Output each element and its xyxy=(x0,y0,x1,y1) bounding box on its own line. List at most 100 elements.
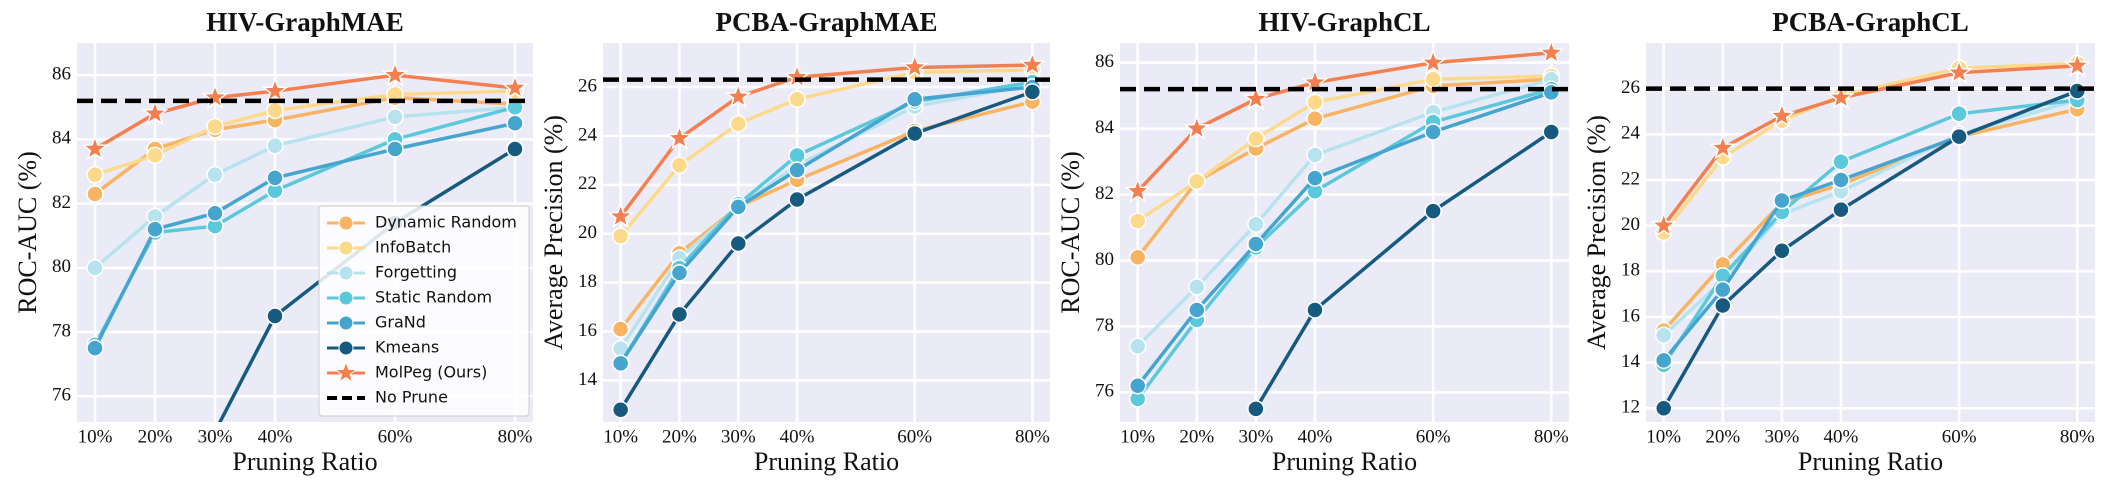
marker xyxy=(1306,301,1324,319)
y-tick-label: 24 xyxy=(1621,123,1641,144)
legend-marker xyxy=(334,360,358,384)
marker xyxy=(665,124,693,150)
y-tick-label: 20 xyxy=(578,222,597,243)
marker xyxy=(607,202,635,229)
marker xyxy=(146,146,164,165)
x-tick-label: 30% xyxy=(1238,426,1273,447)
marker xyxy=(1188,301,1206,319)
marker xyxy=(2063,51,2091,78)
y-tick-label: 12 xyxy=(1621,397,1640,418)
y-tick-label: 76 xyxy=(1095,381,1114,402)
marker xyxy=(1832,171,1850,189)
y-tick-label: 22 xyxy=(578,173,597,194)
plot-background xyxy=(1120,43,1569,422)
series-line xyxy=(619,68,1033,238)
legend-marker xyxy=(338,340,354,356)
marker xyxy=(729,198,748,216)
marker xyxy=(1768,101,1796,128)
x-tick-label: 20% xyxy=(138,426,173,447)
marker xyxy=(1247,235,1265,253)
y-tick-label: 14 xyxy=(578,369,598,390)
marker xyxy=(206,117,224,136)
legend-marker xyxy=(338,315,354,331)
marker xyxy=(501,73,529,100)
series-line xyxy=(1254,130,1553,410)
marker xyxy=(1542,83,1561,102)
marker xyxy=(386,140,404,158)
marker xyxy=(261,77,289,103)
legend-label: Static Random xyxy=(375,288,492,307)
marker xyxy=(1650,211,1678,238)
x-axis-label: Pruning Ratio xyxy=(754,447,899,476)
marker xyxy=(1654,326,1673,344)
x-tick-label: 10% xyxy=(78,426,113,447)
series-line xyxy=(1136,90,1552,387)
panel: HIV-GraphCL 76 78 80 82 84 86 10% 20% 30% 40% 60% 80… xyxy=(1056,7,1569,476)
y-tick-label: 84 xyxy=(1095,117,1115,138)
series-line xyxy=(1662,89,2078,410)
x-tick-label: 80% xyxy=(1015,426,1050,447)
x-tick-label: 40% xyxy=(780,426,815,447)
x-axis-label: Pruning Ratio xyxy=(1798,447,1943,476)
marker xyxy=(611,320,630,338)
series-line xyxy=(1662,107,2078,332)
series-line xyxy=(1136,51,1552,193)
series-line xyxy=(1136,77,1552,348)
x-tick-label: 40% xyxy=(1824,426,1859,447)
marker xyxy=(905,90,924,108)
marker xyxy=(611,401,630,419)
series-line xyxy=(619,85,1033,365)
chart-title: PCBA-GraphMAE xyxy=(716,7,938,37)
series-line xyxy=(1136,77,1552,259)
marker xyxy=(206,204,224,222)
y-tick-label: 82 xyxy=(52,192,71,213)
marker xyxy=(141,99,169,126)
marker xyxy=(81,134,109,161)
y-tick-label: 16 xyxy=(1621,305,1640,326)
marker xyxy=(1542,123,1561,141)
y-tick-label: 86 xyxy=(1095,51,1114,72)
marker xyxy=(1714,280,1732,299)
marker xyxy=(1306,169,1324,187)
marker xyxy=(1832,152,1850,171)
y-axis-label: ROC-AUC (%) xyxy=(1056,151,1085,314)
y-tick-label: 82 xyxy=(1095,183,1114,204)
x-tick-label: 10% xyxy=(1646,426,1681,447)
marker xyxy=(1773,191,1791,210)
marker xyxy=(1950,105,1968,123)
y-tick-label: 26 xyxy=(578,75,597,96)
series-line xyxy=(1662,98,2078,366)
x-axis-label: Pruning Ratio xyxy=(1272,447,1417,476)
marker xyxy=(1424,123,1442,141)
y-axis-label: Average Precision (%) xyxy=(539,115,568,350)
marker xyxy=(783,63,811,89)
series-line xyxy=(619,82,1033,350)
marker xyxy=(1832,200,1850,219)
series-line xyxy=(94,73,516,151)
panel: PCBA-GraphCL 12 14 16 18 20 22 24 26 10% 20% 30% 40%… xyxy=(1582,7,2095,476)
x-tick-label: 20% xyxy=(1179,426,1214,447)
legend-label: Forgetting xyxy=(375,263,457,282)
marker xyxy=(1306,110,1324,128)
plot-content xyxy=(1646,51,2095,418)
marker xyxy=(611,354,630,373)
marker xyxy=(1128,248,1147,266)
x-tick-label: 60% xyxy=(897,426,932,447)
marker xyxy=(788,190,806,209)
y-tick-label: 26 xyxy=(1621,77,1640,98)
y-tick-label: 16 xyxy=(578,320,597,341)
y-tick-label: 18 xyxy=(578,271,597,292)
marker xyxy=(1247,215,1265,234)
y-tick-label: 24 xyxy=(578,124,598,145)
marker xyxy=(1023,83,1042,101)
y-tick-label: 86 xyxy=(52,63,71,84)
chart-title: HIV-GraphMAE xyxy=(206,7,404,37)
marker xyxy=(1306,93,1324,112)
marker xyxy=(266,307,284,325)
plot-background xyxy=(1646,43,2095,422)
y-tick-label: 14 xyxy=(1621,351,1641,372)
chart-title: HIV-GraphCL xyxy=(1258,7,1430,37)
marker xyxy=(266,101,284,120)
x-tick-label: 60% xyxy=(1942,426,1977,447)
y-tick-label: 78 xyxy=(52,320,71,341)
